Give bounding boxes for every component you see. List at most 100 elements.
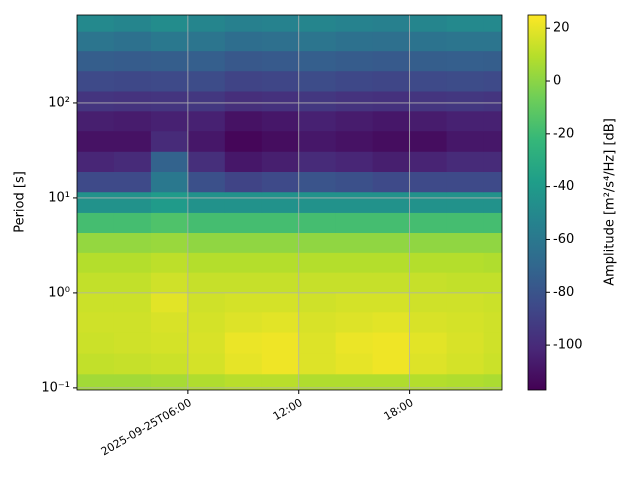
heatmap-cell <box>187 191 226 213</box>
x-tick-label: 18:00 <box>382 396 416 423</box>
heatmap-cell <box>150 252 189 273</box>
heatmap-cell <box>113 272 152 293</box>
heatmap-cell <box>150 151 189 173</box>
heatmap-cell <box>335 171 374 193</box>
heatmap-cell <box>261 191 300 213</box>
heatmap-cell <box>113 171 152 193</box>
heatmap-cell <box>261 232 300 253</box>
heatmap-cell <box>150 50 189 72</box>
heatmap-cell <box>187 151 226 173</box>
heatmap-cell <box>224 311 263 333</box>
heatmap-cell <box>372 353 411 375</box>
heatmap-cell <box>77 292 115 313</box>
heatmap-cell <box>187 232 226 253</box>
heatmap-cell <box>298 90 337 112</box>
heatmap-cell <box>446 373 485 390</box>
heatmap-cell <box>409 373 448 390</box>
heatmap-cell <box>261 151 300 173</box>
heatmap-cell <box>150 232 189 253</box>
heatmap-cell <box>298 292 337 313</box>
heatmap-cell <box>335 311 374 333</box>
heatmap-cell <box>298 272 337 293</box>
colorbar-tick-label: 20 <box>553 21 570 36</box>
heatmap-cell <box>483 90 502 112</box>
heatmap-cell <box>224 90 263 112</box>
heatmap-cell <box>77 50 115 72</box>
y-axis-label: Period [s] <box>13 171 28 233</box>
heatmap-cell <box>113 353 152 375</box>
heatmap-cell <box>372 171 411 193</box>
heatmap-cell <box>150 332 189 354</box>
heatmap-cell <box>298 110 337 132</box>
heatmap-cell <box>335 232 374 253</box>
colorbar-tick-label: -60 <box>553 232 574 247</box>
heatmap-cell <box>77 130 115 152</box>
heatmap-cell <box>113 232 152 253</box>
heatmap-cell <box>335 130 374 152</box>
heatmap-cell <box>113 332 152 354</box>
heatmap-cell <box>409 332 448 354</box>
heatmap-cell <box>187 332 226 354</box>
heatmap-cell <box>113 212 152 234</box>
heatmap-cell <box>446 353 485 375</box>
heatmap-cell <box>409 353 448 375</box>
heatmap-cell <box>113 292 152 313</box>
heatmap-cell <box>150 373 189 390</box>
heatmap-cell <box>483 70 502 92</box>
heatmap-cell <box>298 50 337 72</box>
heatmap-cell <box>372 110 411 132</box>
heatmap-cell <box>77 15 115 32</box>
heatmap-cell <box>113 70 152 92</box>
heatmap-cell <box>372 90 411 112</box>
heatmap-cell <box>224 353 263 375</box>
heatmap-cell <box>224 292 263 313</box>
heatmap-cell <box>150 70 189 92</box>
heatmap-cell <box>446 15 485 32</box>
heatmap-cell <box>224 130 263 152</box>
heatmap-cell <box>446 212 485 234</box>
heatmap-cell <box>224 232 263 253</box>
heatmap-cell <box>446 232 485 253</box>
y-tick-label: 10⁻¹ <box>41 380 70 395</box>
heatmap-cell <box>187 130 226 152</box>
heatmap-cell <box>187 212 226 234</box>
heatmap-cell <box>113 31 152 52</box>
heatmap-cell <box>483 31 502 52</box>
heatmap-cell <box>409 50 448 72</box>
heatmap-cell <box>409 90 448 112</box>
heatmap-cell <box>187 15 226 32</box>
heatmap-cell <box>77 212 115 234</box>
heatmap-cell <box>113 130 152 152</box>
heatmap-cell <box>298 31 337 52</box>
heatmap-cell <box>409 110 448 132</box>
heatmap-cell <box>483 50 502 72</box>
heatmap-cell <box>483 151 502 173</box>
heatmap-cell <box>261 70 300 92</box>
heatmap-cell <box>261 15 300 32</box>
heatmap-cell <box>150 90 189 112</box>
heatmap-cell <box>298 191 337 213</box>
colorbar-tick-label: 0 <box>553 74 561 89</box>
heatmap-cell <box>409 252 448 273</box>
heatmap <box>77 15 502 390</box>
heatmap-cell <box>483 332 502 354</box>
heatmap-cell <box>261 332 300 354</box>
heatmap-cell <box>372 70 411 92</box>
heatmap-cell <box>77 353 115 375</box>
heatmap-cell <box>446 90 485 112</box>
heatmap-cell <box>150 212 189 234</box>
heatmap-cell <box>483 353 502 375</box>
heatmap-cell <box>372 252 411 273</box>
heatmap-cell <box>224 191 263 213</box>
heatmap-cell <box>224 50 263 72</box>
heatmap-cell <box>261 110 300 132</box>
heatmap-cell <box>483 130 502 152</box>
x-tick-label: 2025-09-25T06:00 <box>99 396 194 458</box>
heatmap-cell <box>409 31 448 52</box>
heatmap-cell <box>446 252 485 273</box>
heatmap-cell <box>372 373 411 390</box>
heatmap-cell <box>187 110 226 132</box>
heatmap-cell <box>261 272 300 293</box>
heatmap-cell <box>261 212 300 234</box>
